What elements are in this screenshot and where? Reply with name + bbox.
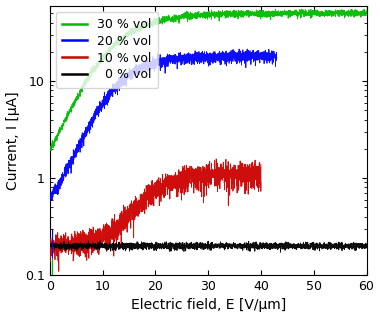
Legend: 30 % vol, 20 % vol, 10 % vol,   0 % vol: 30 % vol, 20 % vol, 10 % vol, 0 % vol: [56, 12, 158, 87]
Y-axis label: Current, I [μA]: Current, I [μA]: [6, 91, 19, 190]
X-axis label: Electric field, E [V/μm]: Electric field, E [V/μm]: [131, 299, 286, 313]
